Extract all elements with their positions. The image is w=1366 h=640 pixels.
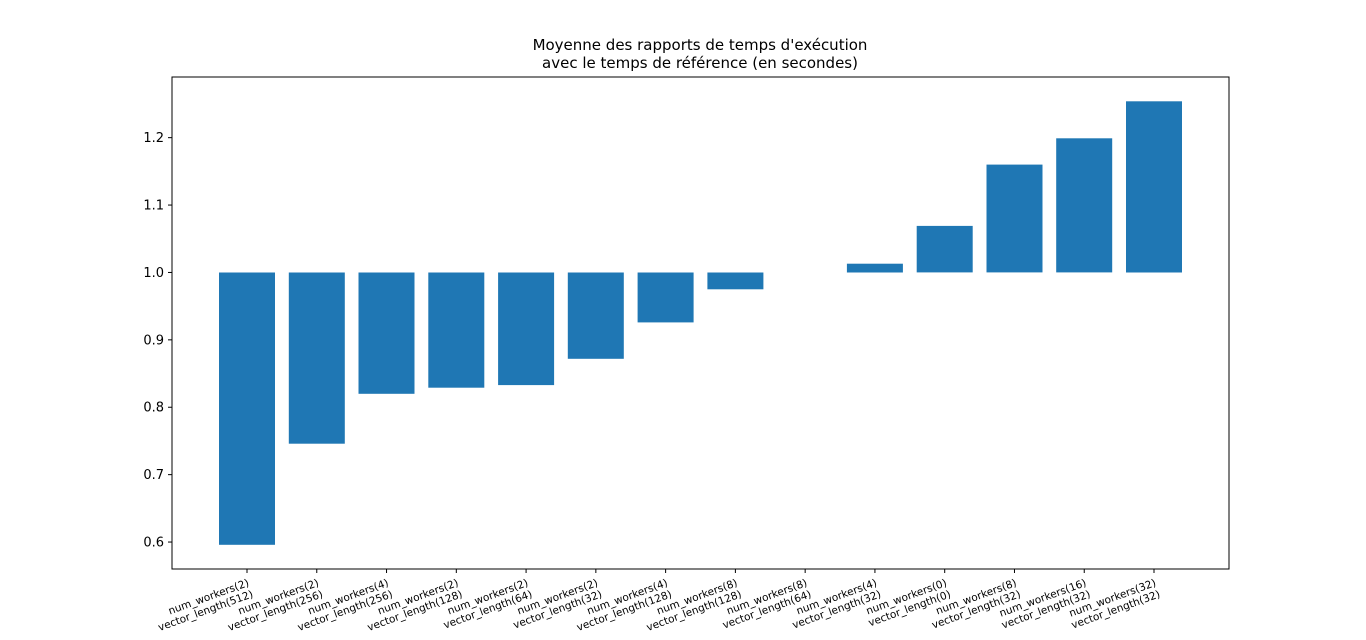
y-tick-label: 1.0 [143, 266, 164, 281]
bars-group [219, 101, 1182, 545]
y-tick-label: 1.1 [143, 199, 164, 214]
bar [916, 225, 973, 273]
y-axis: 0.6 0.7 0.8 0.9 1.0 1.1 1.2 [143, 131, 172, 551]
bar [498, 272, 555, 386]
y-tick-label: 0.8 [143, 401, 164, 416]
bar [637, 272, 694, 323]
chart-title-line-1: Moyenne des rapports de temps d'exécutio… [533, 36, 868, 54]
y-tick-label: 0.9 [143, 333, 164, 348]
bar [1126, 101, 1182, 273]
y-tick-label: 1.2 [143, 131, 164, 146]
bar [1056, 138, 1113, 273]
bar [986, 164, 1043, 273]
bar [707, 272, 764, 290]
y-tick-label: 0.6 [143, 536, 164, 551]
bar [288, 272, 345, 444]
chart-title-line-2: avec le temps de référence (en secondes) [542, 54, 858, 72]
bar [428, 272, 485, 388]
bar [846, 263, 903, 273]
plot-area-frame [171, 76, 1230, 570]
y-tick-label: 0.7 [143, 468, 164, 483]
bar [219, 272, 275, 545]
bar [567, 272, 624, 359]
bar [358, 272, 415, 394]
